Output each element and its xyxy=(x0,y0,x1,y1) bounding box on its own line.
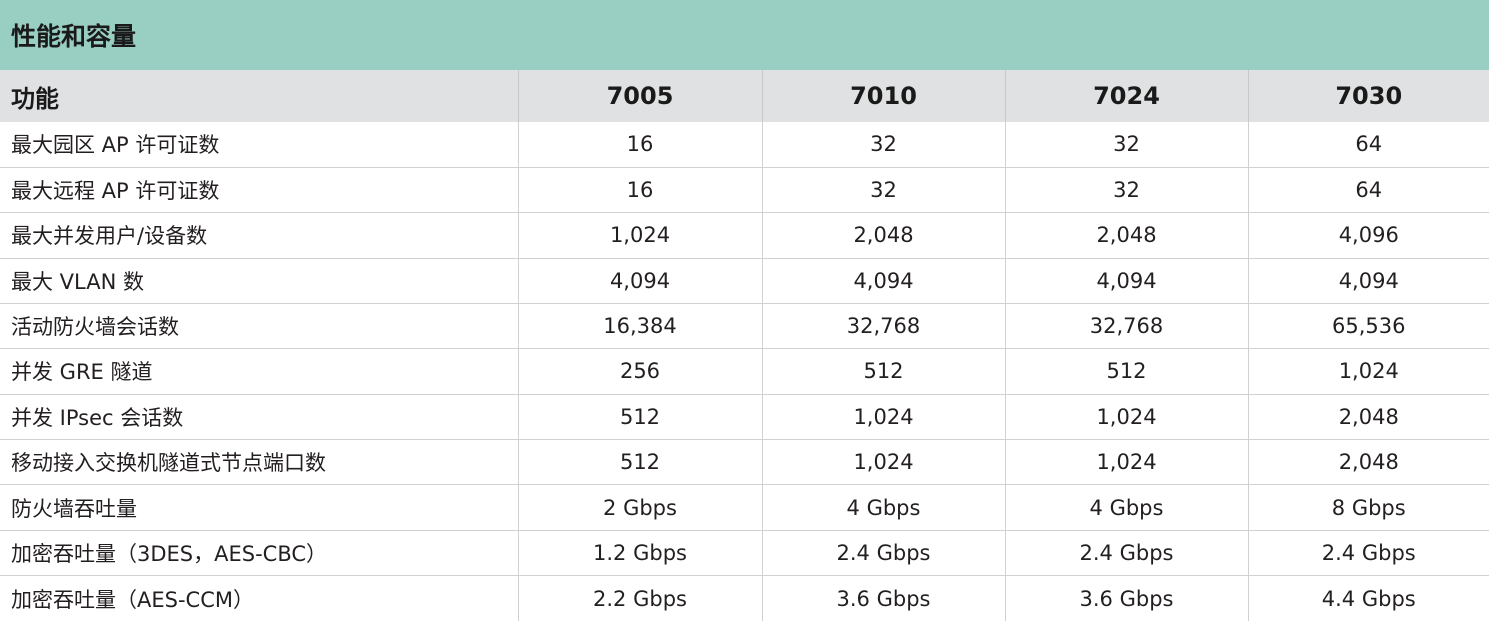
header-model-7005: 7005 xyxy=(517,70,762,122)
table-row: 并发 IPsec 会话数 512 1,024 1,024 2,048 xyxy=(0,393,1489,440)
row-value-cell: 2.4 Gbps xyxy=(761,529,1005,576)
row-feature-label: 加密吞吐量（AES-CCM） xyxy=(0,575,518,621)
row-value-cell: 2,048 xyxy=(1004,212,1248,259)
row-feature-label: 活动防火墙会话数 xyxy=(0,302,518,349)
table-row: 最大远程 AP 许可证数 16 32 32 64 xyxy=(0,166,1489,213)
table-row: 最大并发用户/设备数 1,024 2,048 2,048 4,096 xyxy=(0,212,1489,259)
table-row: 移动接入交换机隧道式节点端口数 512 1,024 1,024 2,048 xyxy=(0,439,1489,485)
header-model-7030: 7030 xyxy=(1247,70,1489,122)
row-value-cell: 1,024 xyxy=(1004,393,1248,440)
row-feature-label: 并发 GRE 隧道 xyxy=(0,348,518,395)
row-value-cell: 32 xyxy=(761,122,1005,168)
row-value-cell: 256 xyxy=(517,348,762,395)
row-value-cell: 1,024 xyxy=(761,439,1005,485)
table-body: 最大园区 AP 许可证数 16 32 32 64 最大远程 AP 许可证数 16 32 32 64… xyxy=(0,122,1489,621)
row-value-cell: 32,768 xyxy=(761,302,1005,349)
row-feature-label: 加密吞吐量（3DES，AES-CBC） xyxy=(0,529,518,576)
row-value-cell: 2,048 xyxy=(1247,393,1489,440)
performance-capacity-table: 功能 7005 7010 7024 7030 最大园区 AP 许可证数 16 32 3… xyxy=(0,70,1489,621)
row-value-cell: 512 xyxy=(517,439,762,485)
row-feature-label: 最大并发用户/设备数 xyxy=(0,212,518,259)
row-value-cell: 2,048 xyxy=(1247,439,1489,485)
row-value-cell: 1,024 xyxy=(517,212,762,259)
row-feature-label: 移动接入交换机隧道式节点端口数 xyxy=(0,439,518,485)
row-value-cell: 4,094 xyxy=(1247,257,1489,304)
header-feature: 功能 xyxy=(11,84,59,113)
row-value-cell: 512 xyxy=(1004,348,1248,395)
row-value-cell: 32,768 xyxy=(1004,302,1248,349)
row-feature-label: 并发 IPsec 会话数 xyxy=(0,393,518,440)
table-row: 最大园区 AP 许可证数 16 32 32 64 xyxy=(0,122,1489,168)
row-value-cell: 8 Gbps xyxy=(1247,484,1489,531)
row-value-cell: 64 xyxy=(1247,122,1489,168)
row-value-cell: 2.4 Gbps xyxy=(1247,529,1489,576)
row-value-cell: 3.6 Gbps xyxy=(1004,575,1248,621)
row-value-cell: 32 xyxy=(1004,166,1248,213)
row-value-cell: 2.2 Gbps xyxy=(517,575,762,621)
row-value-cell: 64 xyxy=(1247,166,1489,213)
row-value-cell: 4,094 xyxy=(1004,257,1248,304)
row-value-cell: 4,094 xyxy=(517,257,762,304)
row-value-cell: 16,384 xyxy=(517,302,762,349)
row-value-cell: 4.4 Gbps xyxy=(1247,575,1489,621)
row-value-cell: 16 xyxy=(517,122,762,168)
table-title: 性能和容量 xyxy=(11,22,137,51)
header-model-7010: 7010 xyxy=(761,70,1005,122)
table-row: 加密吞吐量（AES-CCM） 2.2 Gbps 3.6 Gbps 3.6 Gbps 4.… xyxy=(0,575,1489,621)
row-value-cell: 32 xyxy=(1004,122,1248,168)
table-row: 加密吞吐量（3DES，AES-CBC） 1.2 Gbps 2.4 Gbps 2.4 G… xyxy=(0,529,1489,576)
table-row: 防火墙吞吐量 2 Gbps 4 Gbps 4 Gbps 8 Gbps xyxy=(0,484,1489,531)
table-title-bar: 性能和容量 xyxy=(0,0,1489,70)
row-value-cell: 1,024 xyxy=(1004,439,1248,485)
row-value-cell: 32 xyxy=(761,166,1005,213)
row-value-cell: 1,024 xyxy=(761,393,1005,440)
row-value-cell: 1,024 xyxy=(1247,348,1489,395)
row-value-cell: 4,096 xyxy=(1247,212,1489,259)
row-value-cell: 65,536 xyxy=(1247,302,1489,349)
row-value-cell: 2.4 Gbps xyxy=(1004,529,1248,576)
row-value-cell: 512 xyxy=(517,393,762,440)
header-model-7024: 7024 xyxy=(1004,70,1248,122)
row-feature-label: 防火墙吞吐量 xyxy=(0,484,518,531)
row-value-cell: 1.2 Gbps xyxy=(517,529,762,576)
row-value-cell: 512 xyxy=(761,348,1005,395)
row-value-cell: 3.6 Gbps xyxy=(761,575,1005,621)
row-value-cell: 4 Gbps xyxy=(1004,484,1248,531)
table-row: 并发 GRE 隧道 256 512 512 1,024 xyxy=(0,348,1489,395)
table-row: 最大 VLAN 数 4,094 4,094 4,094 4,094 xyxy=(0,257,1489,304)
row-value-cell: 2,048 xyxy=(761,212,1005,259)
table-header-row: 功能 7005 7010 7024 7030 xyxy=(0,70,1489,122)
row-feature-label: 最大 VLAN 数 xyxy=(0,257,518,304)
row-feature-label: 最大远程 AP 许可证数 xyxy=(0,166,518,213)
row-value-cell: 2 Gbps xyxy=(517,484,762,531)
table-row: 活动防火墙会话数 16,384 32,768 32,768 65,536 xyxy=(0,302,1489,349)
row-value-cell: 4,094 xyxy=(761,257,1005,304)
row-value-cell: 16 xyxy=(517,166,762,213)
row-feature-label: 最大园区 AP 许可证数 xyxy=(11,133,220,158)
row-value-cell: 4 Gbps xyxy=(761,484,1005,531)
